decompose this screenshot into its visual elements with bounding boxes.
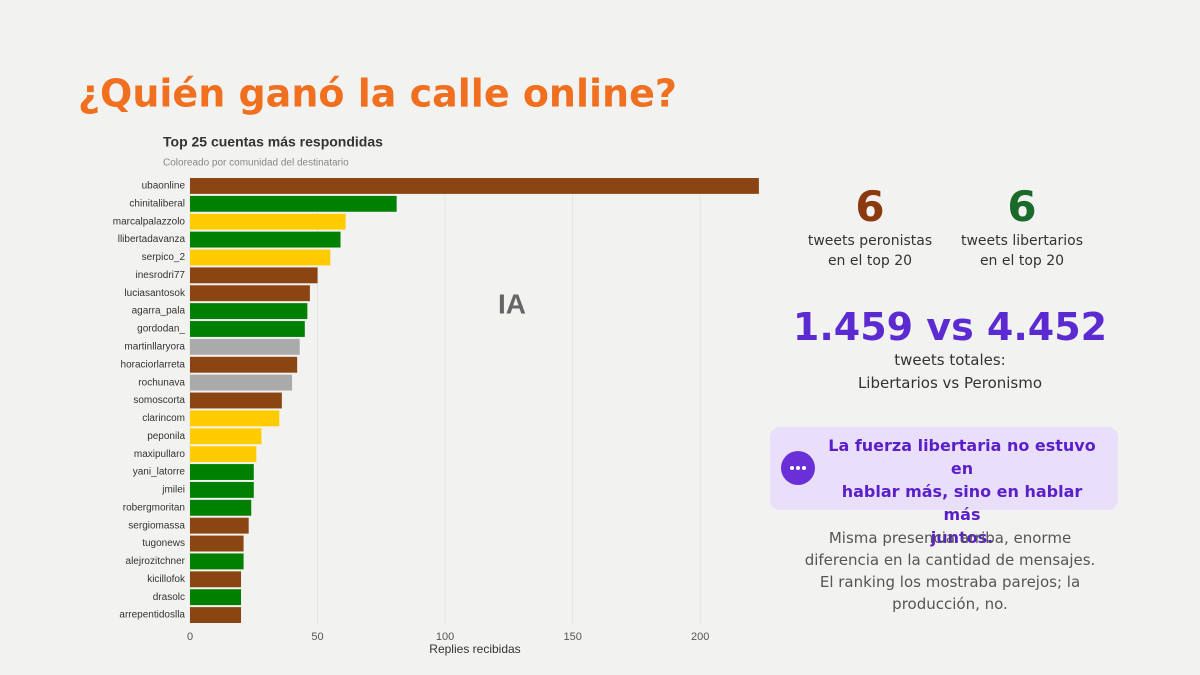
callout-box: [770, 427, 1118, 510]
y-tick-label: jmilei: [161, 485, 185, 496]
totals-line: Libertarios vs Peronismo: [857, 374, 1043, 392]
note-line: Misma presencia arriba, enorme: [828, 529, 1072, 547]
y-tick-label: sergiomassa: [128, 520, 185, 531]
y-tick-label: arrepentidoslla: [119, 610, 185, 621]
y-tick-label: somoscorta: [133, 395, 185, 406]
stat-line: en el top 20: [827, 253, 913, 269]
callout-line: La fuerza libertaria no estuvo en: [828, 436, 1096, 478]
y-tick-label: yani_latorre: [133, 467, 186, 478]
y-tick-label: inesrodri77: [136, 270, 186, 281]
y-tick-label: gordodan_: [137, 324, 185, 335]
bar: [190, 392, 282, 409]
y-tick-label: agarra_pala: [132, 306, 186, 317]
y-tick-label: clarincom: [142, 413, 185, 424]
chart-title: Top 25 cuentas más respondidas: [163, 134, 383, 150]
y-tick-label: marcalpalazzolo: [113, 216, 186, 227]
totals: 1.459 vs 4.452 tweets totales: Libertari…: [790, 305, 1110, 395]
callout-text: La fuerza libertaria no estuvo en hablar…: [822, 434, 1102, 549]
bar: [190, 374, 293, 391]
bar: [190, 553, 244, 570]
bar: [190, 267, 318, 284]
logo: IA: [498, 288, 526, 319]
y-tick-label: serpico_2: [142, 252, 186, 263]
y-tick-label: tugonews: [142, 538, 185, 549]
bar: [190, 231, 341, 248]
page-title: ¿Quién ganó la calle online?: [78, 72, 677, 116]
y-tick-label: martinllaryora: [124, 342, 185, 353]
y-tick-label: kicillofok: [147, 574, 186, 585]
y-tick-label: rochunava: [138, 377, 185, 388]
bar: [190, 589, 242, 606]
bar: [190, 517, 249, 534]
stat-line: en el top 20: [979, 253, 1065, 269]
bar: [190, 213, 346, 230]
y-tick-label: horaciorlarreta: [121, 359, 186, 370]
y-tick-label: llibertadavanza: [118, 234, 186, 245]
callout-line: juntos.: [930, 528, 994, 547]
y-tick-label: alejrozitchner: [126, 556, 186, 567]
bar: [190, 428, 262, 445]
totals-line: tweets totales:: [894, 351, 1006, 369]
y-tick-label: chinitaliberal: [129, 198, 185, 209]
x-tick-label: 0: [187, 631, 193, 643]
stat-libertarios: 6 tweets libertarios en el top 20: [952, 182, 1092, 271]
stat-line: tweets peronistas: [807, 233, 933, 249]
icon-dot: [796, 466, 800, 470]
note-line: diferencia en la cantidad de mensajes.: [804, 551, 1096, 569]
bar: [190, 571, 242, 588]
y-tick-label: maxipullaro: [134, 449, 186, 460]
x-tick-label: 100: [436, 631, 454, 643]
bar: [190, 249, 331, 266]
y-tick-label: ubaonline: [142, 181, 186, 192]
chart-subtitle: Coloreado por comunidad del destinatario: [163, 158, 349, 169]
y-tick-label: luciasantosok: [124, 288, 186, 299]
bar: [190, 303, 308, 320]
bar: [190, 410, 280, 427]
x-axis-label: Replies recibidas: [429, 642, 520, 656]
x-tick-label: 50: [311, 631, 323, 643]
bar: [190, 338, 300, 355]
stat-value: 6: [855, 182, 885, 231]
y-tick-label: peponila: [147, 431, 185, 442]
bar: [190, 178, 759, 194]
y-tick-label: robergmoritan: [123, 502, 185, 513]
bar: [190, 464, 254, 480]
bar: [190, 481, 254, 498]
y-tick-label: drasolc: [153, 592, 185, 603]
stat-value: 6: [1007, 182, 1037, 231]
totals-value: 1.459 vs 4.452: [792, 305, 1108, 349]
bar: [190, 446, 257, 463]
note-line: El ranking los mostraba parejos; la: [819, 573, 1081, 591]
note-line: producción, no.: [892, 595, 1008, 613]
bar: [190, 499, 252, 516]
x-tick-label: 150: [563, 631, 581, 643]
bar: [190, 285, 310, 302]
note: Misma presencia arriba, enorme diferenci…: [780, 527, 1120, 615]
bar: [190, 607, 242, 623]
bar: [190, 356, 298, 373]
bar: [190, 321, 305, 337]
icon-dot: [802, 466, 806, 470]
stat-line: tweets libertarios: [960, 233, 1083, 249]
icon-dot: [790, 466, 794, 470]
bar: [190, 195, 397, 212]
stat-peronistas: 6 tweets peronistas en el top 20: [800, 182, 940, 271]
callout-line: hablar más, sino en hablar más: [841, 482, 1083, 524]
x-tick-label: 200: [691, 631, 709, 643]
bar: [190, 535, 244, 552]
